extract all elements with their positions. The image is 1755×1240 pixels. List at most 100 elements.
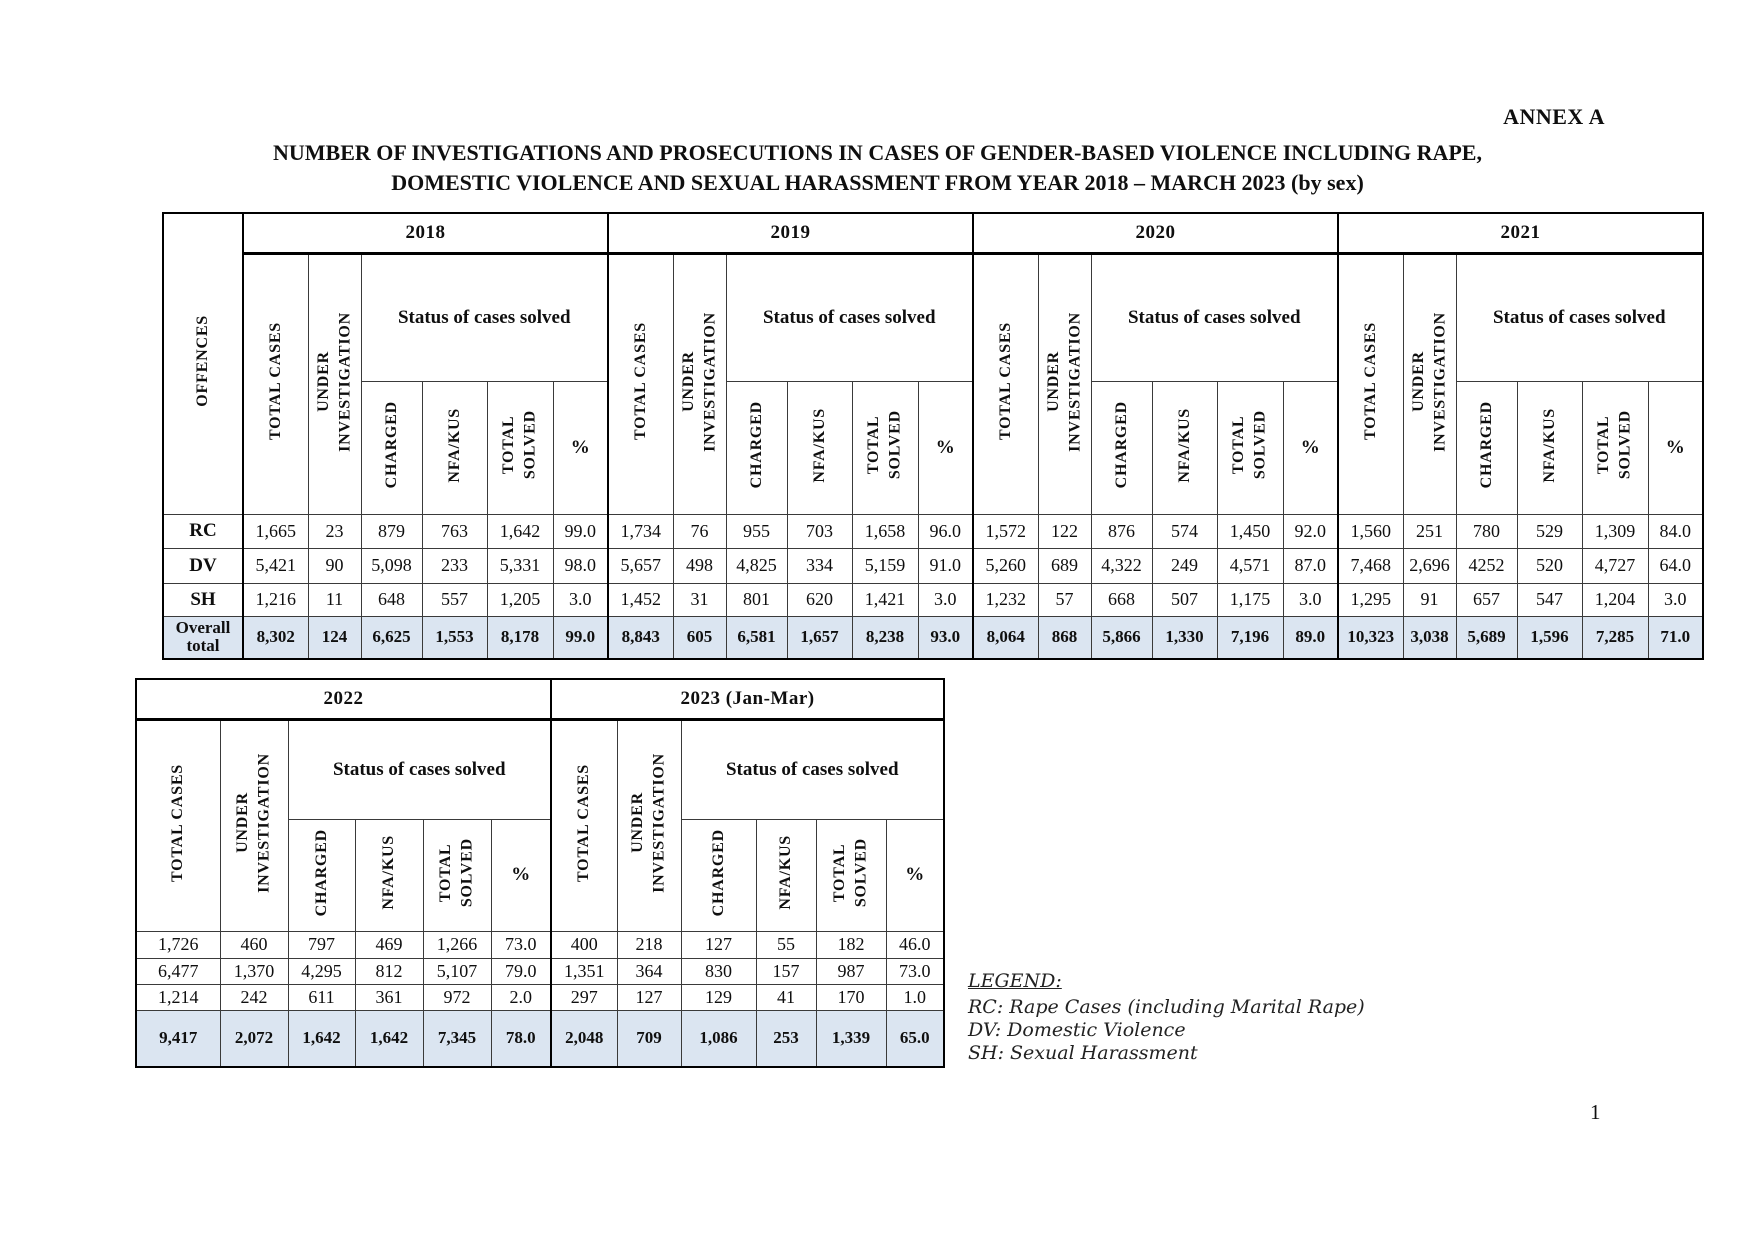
data-cell: 91 (1402, 582, 1457, 617)
total-cell: 8,238 (851, 615, 919, 660)
col-header-under-investigation: UNDER INVESTIGATION (672, 252, 727, 515)
nfa-kus-label: NFA/KUS (1540, 407, 1558, 483)
subheader-row-1: TOTAL CASES UNDER INVESTIGATION Status o… (163, 252, 1704, 515)
data-cell: 334 (786, 547, 853, 584)
col-header-nfa-kus: NFA/KUS (1151, 380, 1218, 515)
data-cell: 3.0 (1647, 582, 1704, 617)
data-cell: 182 (815, 930, 887, 959)
col-header-nfa-kus: NFA/KUS (786, 380, 853, 515)
data-cell: 4,322 (1090, 547, 1153, 584)
col-header-total-cases: TOTAL CASES (607, 252, 674, 515)
total-cell: 868 (1037, 615, 1092, 660)
nfa-kus-label: NFA/KUS (777, 835, 795, 910)
data-cell: 76 (672, 513, 727, 549)
data-cell: 1,421 (851, 582, 919, 617)
data-cell: 98.0 (552, 547, 609, 584)
under-investigation-label: UNDER INVESTIGATION (1409, 311, 1449, 452)
data-cell: 498 (672, 547, 727, 584)
data-cell: 129 (680, 983, 757, 1011)
data-cell: 1,309 (1581, 513, 1649, 549)
total-cases-label: TOTAL CASES (575, 763, 593, 883)
nfa-kus-label: NFA/KUS (380, 835, 398, 910)
under-investigation-label: UNDER INVESTIGATION (1044, 311, 1084, 452)
data-cell: 987 (815, 957, 887, 985)
data-cell: 972 (422, 983, 492, 1011)
total-cell: 93.0 (917, 615, 974, 660)
subheader-row-2: CHARGED NFA/KUS TOTAL SOLVED % CHARGED N… (136, 818, 945, 932)
col-header-total-solved: TOTAL SOLVED (815, 818, 887, 932)
total-cell: 1,339 (815, 1009, 887, 1068)
data-cell: 57 (1037, 582, 1092, 617)
year-header-2022: 2022 (135, 678, 552, 721)
data-cell: 657 (1455, 582, 1518, 617)
legend: LEGEND: RC: Rape Cases (including Marita… (968, 970, 1365, 1065)
data-cell: 23 (307, 513, 362, 549)
data-cell: 1,295 (1337, 582, 1404, 617)
total-cases-label: TOTAL CASES (631, 322, 649, 441)
data-cell: 547 (1516, 582, 1583, 617)
data-cell: 55 (755, 930, 817, 959)
col-header-percent: % (885, 818, 945, 932)
col-header-nfa-kus: NFA/KUS (354, 818, 424, 932)
data-cell: 297 (550, 983, 618, 1011)
data-cell: 703 (786, 513, 853, 549)
total-cell: 709 (616, 1009, 682, 1068)
data-cell: 90 (307, 547, 362, 584)
data-cell: 2,696 (1402, 547, 1457, 584)
data-cell: 4,727 (1581, 547, 1649, 584)
status-of-cases-solved-header: Status of cases solved (680, 718, 945, 820)
total-cases-label: TOTAL CASES (1361, 322, 1379, 441)
col-header-percent: % (552, 380, 609, 515)
total-cell: 8,178 (486, 615, 554, 660)
data-cell: 46.0 (885, 930, 945, 959)
data-cell: 92.0 (1282, 513, 1339, 549)
table-row-overall-total: 9,417 2,072 1,642 1,642 7,345 78.0 2,048… (135, 1009, 945, 1068)
data-cell: 122 (1037, 513, 1092, 549)
total-cell: 8,302 (242, 615, 309, 660)
data-cell: 242 (219, 983, 289, 1011)
status-of-cases-solved-header: Status of cases solved (725, 252, 974, 382)
data-cell: 763 (421, 513, 488, 549)
data-cell: 668 (1090, 582, 1153, 617)
page-number: 1 (1590, 1100, 1601, 1124)
table-row-dv: DV 5,421 90 5,098 233 5,331 98.0 5,657 4… (162, 547, 1704, 584)
data-cell: 1,370 (219, 957, 289, 985)
total-solved-label: TOTAL SOLVED (1230, 410, 1269, 480)
table-row-dv: 6,477 1,370 4,295 812 5,107 79.0 1,351 3… (135, 957, 945, 985)
total-cell: 2,072 (219, 1009, 289, 1068)
col-header-total-cases: TOTAL CASES (242, 252, 309, 515)
status-of-cases-solved-header: Status of cases solved (287, 718, 552, 820)
row-label-rc: RC (162, 513, 244, 549)
data-cell: 3.0 (917, 582, 974, 617)
data-cell: 801 (725, 582, 788, 617)
data-cell: 7,468 (1337, 547, 1404, 584)
total-cases-label: TOTAL CASES (996, 322, 1014, 441)
data-cell: 1,232 (972, 582, 1039, 617)
col-header-total-cases: TOTAL CASES (135, 718, 221, 932)
col-header-charged: CHARGED (1455, 380, 1518, 515)
col-header-charged: CHARGED (360, 380, 423, 515)
data-cell: 91.0 (917, 547, 974, 584)
col-header-under-investigation: UNDER INVESTIGATION (616, 718, 682, 932)
row-label-sh: SH (162, 582, 244, 617)
data-cell: 73.0 (490, 930, 552, 959)
total-cell: 5,866 (1090, 615, 1153, 660)
total-cell: 89.0 (1282, 615, 1339, 660)
data-cell: 4,571 (1216, 547, 1284, 584)
total-cell: 1,642 (287, 1009, 356, 1068)
table-2018-2021: OFFENCES 2018 2019 2020 2021 TOTAL CASES… (162, 212, 1704, 660)
col-header-total-solved: TOTAL SOLVED (1216, 380, 1284, 515)
year-header-2020: 2020 (972, 212, 1339, 255)
charged-label: CHARGED (1477, 401, 1495, 489)
data-cell: 574 (1151, 513, 1218, 549)
data-cell: 218 (616, 930, 682, 959)
row-label-dv: DV (162, 547, 244, 584)
data-cell: 520 (1516, 547, 1583, 584)
under-investigation-label: UNDER INVESTIGATION (234, 753, 273, 893)
data-cell: 1,204 (1581, 582, 1649, 617)
data-cell: 955 (725, 513, 788, 549)
data-cell: 4,295 (287, 957, 356, 985)
total-cell: 6,625 (360, 615, 423, 660)
total-cell: 8,843 (607, 615, 674, 660)
